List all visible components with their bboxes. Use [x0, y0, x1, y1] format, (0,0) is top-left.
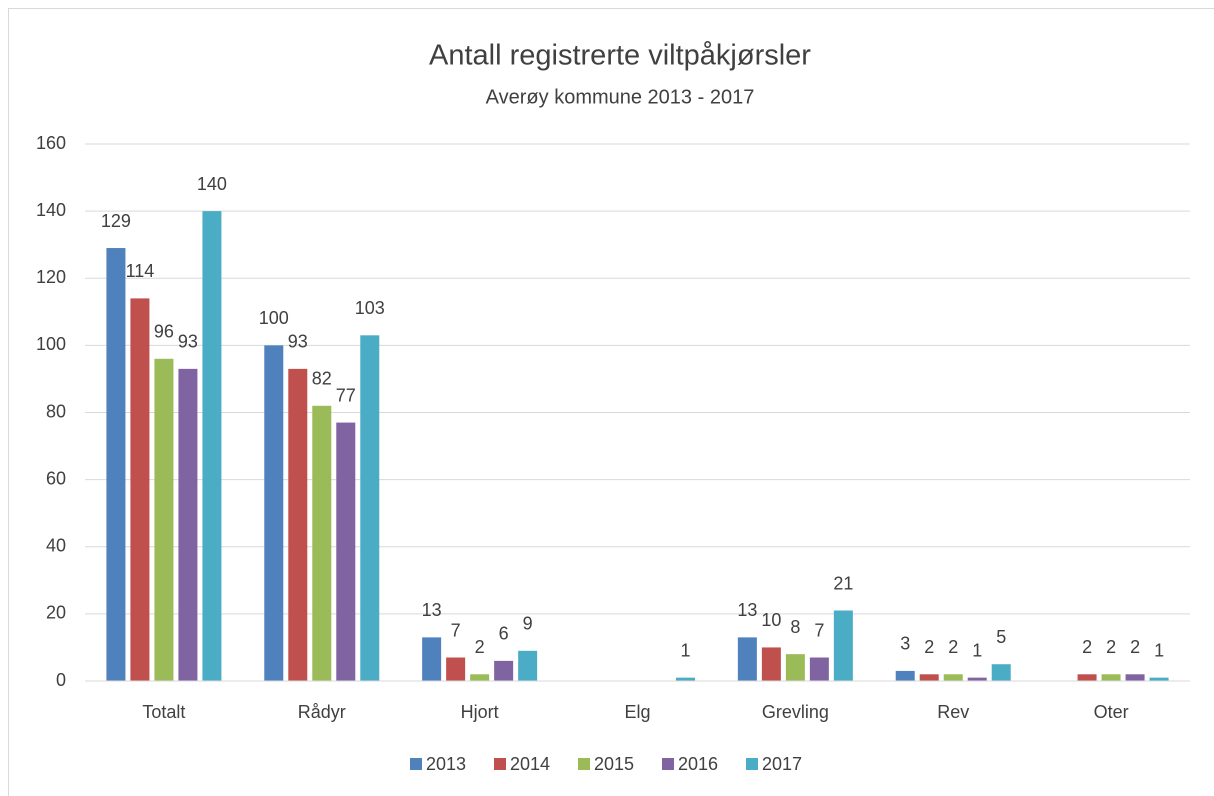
y-tick-label: 80: [46, 401, 66, 421]
y-tick-label: 40: [46, 536, 66, 556]
data-label: 9: [523, 614, 533, 634]
bar: [154, 358, 174, 681]
bar: [178, 368, 198, 681]
bar: [737, 637, 757, 681]
y-tick-label: 100: [36, 334, 66, 354]
data-label: 114: [126, 261, 155, 281]
chart-subtitle: Averøy kommune 2013 - 2017: [486, 86, 755, 108]
bar: [809, 657, 829, 681]
legend-swatch: [746, 758, 758, 770]
legend-swatch: [662, 758, 674, 770]
bar: [130, 298, 150, 681]
bar: [264, 345, 284, 681]
bar: [919, 674, 939, 681]
data-label: 1: [972, 640, 982, 660]
y-tick-label: 20: [46, 603, 66, 623]
y-tick-label: 0: [56, 670, 66, 690]
bar: [470, 674, 490, 681]
bar: [360, 335, 380, 681]
x-tick-label: Grevling: [762, 702, 829, 722]
legend-label: 2016: [678, 754, 718, 774]
data-label: 129: [101, 211, 131, 231]
bar: [1077, 674, 1097, 681]
x-tick-label: Totalt: [142, 702, 185, 722]
data-label: 100: [259, 308, 289, 328]
bar: [312, 405, 332, 681]
data-label: 103: [355, 298, 385, 318]
bar: [422, 637, 442, 681]
legend-label: 2014: [510, 754, 550, 774]
x-tick-label: Elg: [624, 702, 650, 722]
bar: [833, 610, 853, 681]
legend-label: 2017: [762, 754, 802, 774]
bar: [518, 650, 538, 681]
bar: [991, 664, 1011, 681]
data-label: 82: [312, 369, 332, 389]
x-tick-label: Rådyr: [298, 702, 346, 722]
data-label: 140: [197, 174, 227, 194]
data-label: 1: [1154, 640, 1164, 660]
x-tick-label: Oter: [1094, 702, 1129, 722]
bar: [1101, 674, 1121, 681]
data-label: 77: [336, 385, 356, 405]
legend-label: 2015: [594, 754, 634, 774]
data-label: 7: [451, 620, 461, 640]
data-label: 5: [996, 627, 1006, 647]
x-tick-label: Rev: [937, 702, 969, 722]
legend-label: 2013: [426, 754, 466, 774]
data-label: 8: [790, 617, 800, 637]
y-tick-label: 60: [46, 468, 66, 488]
bar: [494, 660, 514, 681]
y-tick-label: 140: [36, 200, 66, 220]
legend-swatch: [410, 758, 422, 770]
data-label: 6: [499, 624, 509, 644]
bar: [106, 248, 126, 681]
data-label: 2: [475, 637, 485, 657]
bar: [967, 677, 987, 681]
bar: [676, 677, 695, 681]
bar: [288, 368, 308, 681]
data-label: 2: [1130, 637, 1140, 657]
legend-swatch: [494, 758, 506, 770]
bar: [202, 211, 222, 681]
data-label: 93: [288, 332, 308, 352]
bar: [785, 654, 805, 681]
chart-title: Antall registrerte viltpåkjørsler: [429, 40, 811, 72]
data-label: 10: [761, 610, 781, 630]
bar: [895, 670, 915, 681]
data-label: 2: [948, 637, 958, 657]
data-label: 13: [737, 600, 757, 620]
y-tick-label: 120: [36, 267, 66, 287]
data-label: 96: [154, 322, 174, 342]
bar: [1149, 677, 1169, 681]
x-tick-label: Hjort: [461, 702, 499, 722]
data-label: 21: [833, 573, 853, 593]
bar: [943, 674, 963, 681]
bar: [1125, 674, 1145, 681]
data-label: 93: [178, 332, 198, 352]
data-label: 1: [680, 640, 690, 660]
y-tick-label: 160: [36, 133, 66, 153]
legend-swatch: [578, 758, 590, 770]
bar: [336, 422, 356, 681]
bar: [446, 657, 466, 681]
data-label: 7: [814, 620, 824, 640]
data-label: 2: [924, 637, 934, 657]
data-label: 2: [1106, 637, 1116, 657]
bar: [761, 647, 781, 681]
data-label: 13: [422, 600, 442, 620]
data-label: 2: [1082, 637, 1092, 657]
data-label: 3: [900, 634, 910, 654]
